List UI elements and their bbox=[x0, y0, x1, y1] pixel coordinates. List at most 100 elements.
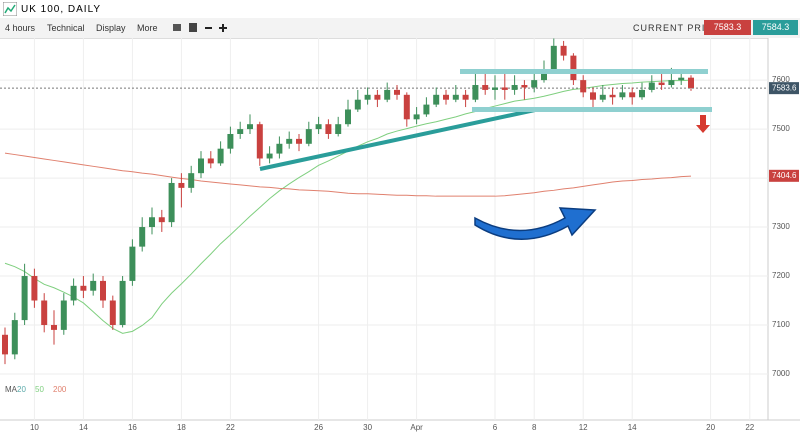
candle-body bbox=[658, 82, 665, 86]
title-bar: UK 100, DAILY bbox=[0, 0, 800, 19]
candle-body bbox=[629, 92, 636, 98]
candle-body bbox=[100, 280, 106, 301]
ma-line bbox=[4, 152, 692, 197]
candle-body bbox=[580, 80, 587, 93]
resistance-band bbox=[460, 69, 708, 74]
y-tick-label: 7500 bbox=[772, 124, 790, 133]
candle-body bbox=[70, 285, 77, 301]
x-tick-label: Apr bbox=[410, 423, 423, 432]
chart: 7000710072007300740075007600101416182226… bbox=[0, 38, 800, 436]
candle-body bbox=[560, 45, 567, 56]
candle-body bbox=[158, 217, 165, 223]
candle-body bbox=[256, 124, 263, 159]
y-tick-label: 7200 bbox=[772, 271, 790, 280]
ma-legend-entry: 50 bbox=[35, 385, 44, 394]
candle-body bbox=[188, 173, 195, 188]
candle-body bbox=[472, 85, 479, 100]
candle-body bbox=[599, 94, 606, 100]
chart-title: UK 100, DAILY bbox=[21, 4, 102, 15]
candle-body bbox=[21, 276, 28, 321]
candle-body bbox=[345, 109, 351, 125]
candle-body bbox=[501, 87, 508, 90]
candle-body bbox=[60, 300, 67, 330]
x-tick-label: 20 bbox=[706, 423, 715, 432]
candle-body bbox=[590, 92, 596, 100]
candle-body bbox=[90, 280, 97, 291]
x-tick-label: 14 bbox=[628, 423, 637, 432]
candle-body bbox=[423, 104, 430, 115]
candle-body bbox=[678, 77, 685, 81]
candle-body bbox=[178, 182, 185, 188]
candle-body bbox=[648, 82, 655, 90]
candle-body bbox=[217, 148, 224, 164]
ma-legend-entry: 20 bbox=[17, 385, 26, 394]
candle-body bbox=[207, 158, 214, 164]
candle-body bbox=[325, 124, 332, 134]
candle-body bbox=[541, 70, 547, 81]
candle-body bbox=[619, 92, 626, 98]
current-price-label: CURRENT PRICE: bbox=[633, 23, 724, 33]
candle-body bbox=[168, 182, 175, 223]
toolbar: 4 hours Technical Display More CURRENT P… bbox=[0, 18, 800, 39]
candle-body bbox=[247, 124, 253, 130]
candle-body bbox=[149, 217, 155, 228]
candle-body bbox=[433, 94, 440, 105]
x-tick-label: 18 bbox=[177, 423, 186, 432]
candle-body bbox=[550, 45, 557, 71]
candle-body bbox=[609, 94, 616, 98]
y-tick-label: 7100 bbox=[772, 320, 790, 329]
logo bbox=[3, 2, 17, 16]
candle-body bbox=[139, 227, 146, 247]
x-tick-label: 26 bbox=[314, 423, 323, 432]
ma-legend-entry: 200 bbox=[53, 385, 67, 394]
candle-body bbox=[109, 300, 116, 325]
support-band bbox=[472, 107, 712, 112]
x-tick-label: 22 bbox=[745, 423, 754, 432]
interval-menu[interactable]: 4 hours bbox=[5, 23, 36, 33]
x-tick-label: 16 bbox=[128, 423, 137, 432]
candle-body bbox=[227, 133, 234, 149]
candle-body bbox=[452, 94, 459, 100]
candle-body bbox=[51, 324, 57, 330]
price-axis-bg bbox=[768, 38, 800, 436]
candle-body bbox=[688, 77, 694, 88]
candle-body bbox=[266, 153, 273, 159]
candle-body bbox=[384, 89, 391, 100]
down-arrow bbox=[696, 115, 710, 133]
buy-price[interactable]: 7584.3 bbox=[753, 20, 798, 35]
tool-icons[interactable] bbox=[172, 21, 232, 35]
candle-body bbox=[364, 94, 371, 100]
more-menu[interactable]: More bbox=[137, 23, 158, 33]
candle-body bbox=[639, 89, 645, 98]
candle-body bbox=[237, 129, 244, 134]
candle-body bbox=[374, 94, 381, 100]
sell-price[interactable]: 7583.3 bbox=[704, 20, 751, 35]
trendline bbox=[259, 108, 536, 171]
candle-body bbox=[41, 300, 48, 325]
candle-body bbox=[80, 285, 87, 291]
candle-body bbox=[482, 85, 489, 90]
candle-body bbox=[31, 276, 38, 301]
candle-body bbox=[570, 55, 577, 81]
technical-menu[interactable]: Technical bbox=[47, 23, 85, 33]
candle-body bbox=[198, 158, 204, 174]
x-tick-label: 6 bbox=[493, 423, 498, 432]
candle-body bbox=[403, 94, 410, 120]
x-tick-label: 14 bbox=[79, 423, 88, 432]
x-tick-label: 12 bbox=[579, 423, 588, 432]
x-tick-label: 8 bbox=[532, 423, 537, 432]
ma-legend-title: MA bbox=[5, 385, 18, 394]
candle-body bbox=[11, 320, 18, 355]
x-tick-label: 30 bbox=[363, 423, 372, 432]
candle-body bbox=[668, 80, 675, 86]
candle-body bbox=[119, 280, 126, 325]
last-price-label: 7583.6 bbox=[772, 83, 797, 92]
y-tick-label: 7300 bbox=[772, 222, 790, 231]
candle-body bbox=[315, 124, 322, 130]
candle-body bbox=[413, 114, 420, 120]
x-tick-label: 22 bbox=[226, 423, 235, 432]
y-tick-label: 7000 bbox=[772, 369, 790, 378]
display-menu[interactable]: Display bbox=[96, 23, 126, 33]
ma200-label: 7404.6 bbox=[772, 171, 797, 180]
